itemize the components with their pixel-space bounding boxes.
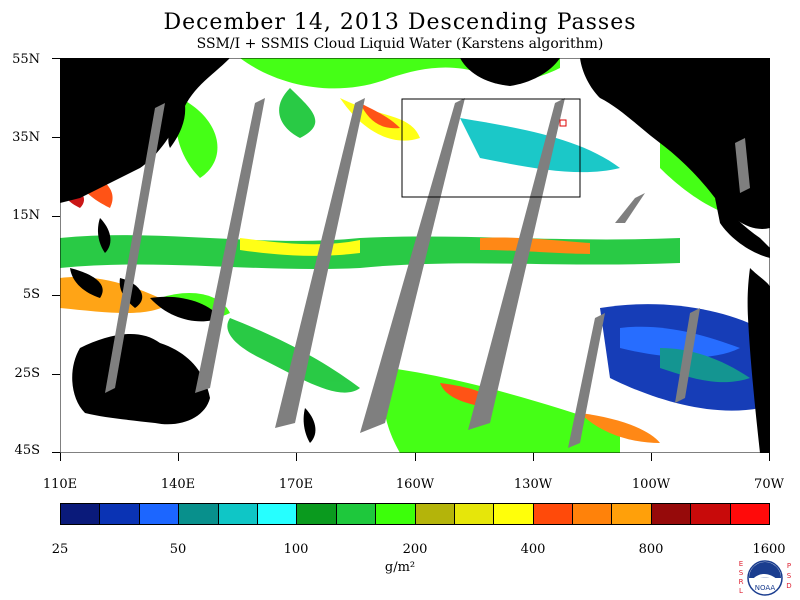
colorbar-cell [61, 504, 101, 524]
logo-letter: R [738, 578, 744, 586]
colorbar-cell [257, 504, 298, 524]
lon-tick [533, 453, 534, 461]
logo-letter: P [786, 562, 792, 570]
cloud-patch [383, 368, 620, 453]
logo-letter: S [738, 569, 744, 577]
data-gap-swath [195, 98, 265, 393]
lon-tick [296, 453, 297, 461]
land [60, 58, 770, 453]
colorbar-label: 800 [638, 542, 664, 557]
colorbar-label: 400 [520, 542, 546, 557]
region-marker [559, 119, 567, 127]
lon-label: 100W [631, 477, 671, 492]
lat-label: 25S [14, 366, 40, 381]
colorbar-cell [218, 504, 258, 524]
data-gap-swath [615, 193, 645, 223]
land-south-america [747, 268, 770, 453]
units-label: g/m² [384, 560, 416, 575]
logo-letter: E [738, 560, 744, 568]
colorbar-cell [494, 504, 534, 524]
lon-label: 160W [395, 477, 435, 492]
lat-label: 5S [22, 287, 40, 302]
colorbar-cell [573, 504, 613, 524]
land-japan [168, 88, 186, 148]
colorbar-cell [336, 504, 377, 524]
colorbar-label: 1600 [752, 542, 786, 557]
logo-letter: S [786, 572, 792, 580]
land-central-america [715, 198, 770, 258]
land-new-zealand [303, 408, 316, 443]
colorbar-cell [533, 504, 574, 524]
colorbar-cell [376, 504, 416, 524]
colorbar [60, 503, 770, 525]
page-title: December 14, 2013 Descending Passes [163, 10, 637, 35]
lon-label: 130W [513, 477, 553, 492]
cloud-patch [360, 103, 400, 129]
lon-label: 170E [278, 477, 314, 492]
data-gap-swath [360, 98, 465, 433]
lon-label: 140E [160, 477, 196, 492]
lon-label: 70W [754, 477, 784, 492]
lon-tick [60, 453, 61, 461]
logo-letter: L [739, 587, 743, 595]
colorbar-cell [730, 504, 770, 524]
colorbar-label: 100 [283, 542, 309, 557]
lon-tick [769, 453, 770, 461]
land-borneo [70, 268, 103, 298]
colorbar-cell [612, 504, 652, 524]
land-new-guinea [150, 296, 220, 322]
data-gap-swath [105, 103, 165, 393]
lon-tick [415, 453, 416, 461]
lat-label: 35N [12, 130, 40, 145]
lat-tick [52, 452, 60, 453]
lon-tick [651, 453, 652, 461]
land-philippines [97, 218, 111, 253]
data-gap-swath [568, 313, 605, 448]
land-north-america [580, 58, 770, 229]
region-box [401, 98, 581, 198]
lat-label: 15N [12, 208, 40, 223]
colorbar-label: 50 [169, 542, 187, 557]
lon-label: 110E [42, 477, 78, 492]
data-gap-swath [468, 98, 565, 430]
land-alaska [460, 58, 560, 86]
data-gap-swath [735, 138, 750, 193]
data-gap-swath [275, 98, 365, 428]
colorbar-cell [415, 504, 455, 524]
cloud-patch [620, 326, 740, 358]
colorbar-cell [691, 504, 731, 524]
land-australia [72, 333, 210, 425]
colorbar-cell [651, 504, 692, 524]
cloud-water-map [60, 58, 770, 453]
data-gaps [105, 98, 750, 448]
colorbar-cell [454, 504, 495, 524]
lat-tick [52, 295, 60, 296]
cloud-patch [176, 98, 218, 178]
seal-text: NOAA [755, 584, 776, 592]
colorbar-label: 25 [51, 542, 69, 557]
colorbar-cell [179, 504, 219, 524]
cloud-patch [480, 237, 590, 254]
cloud-patch [279, 88, 316, 138]
lat-tick [52, 374, 60, 375]
lon-tick [178, 453, 179, 461]
noaa-seal-icon: NOAA [747, 560, 783, 596]
land-asia [60, 58, 230, 203]
lat-tick [52, 216, 60, 217]
lat-tick [52, 58, 60, 59]
logo-letter: D [786, 582, 792, 590]
lat-label: 45S [14, 443, 40, 458]
colorbar-cell [139, 504, 180, 524]
colorbar-cell [100, 504, 140, 524]
page-subtitle: SSM/I + SSMIS Cloud Liquid Water (Karste… [196, 36, 604, 52]
cloud-patch [580, 413, 660, 443]
colorbar-cell [297, 504, 337, 524]
lat-tick [52, 137, 60, 138]
noaa-logo: E S R L NOAA P S D [737, 558, 793, 598]
lat-label: 55N [12, 52, 40, 67]
data-gap-swath [675, 308, 700, 403]
colorbar-label: 200 [402, 542, 428, 557]
